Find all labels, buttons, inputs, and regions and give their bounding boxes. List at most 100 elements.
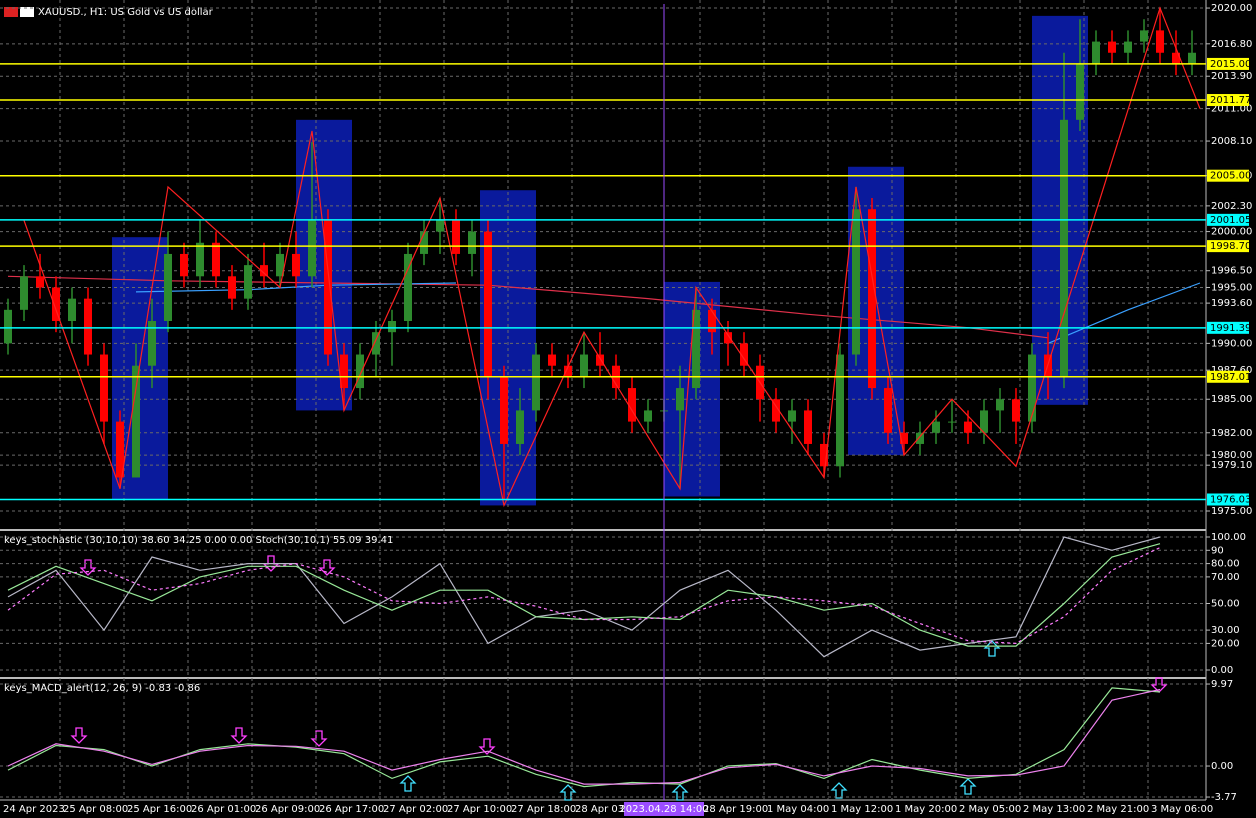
x-tick-label: 26 Apr 01:00 bbox=[191, 804, 256, 815]
candle-body bbox=[1076, 63, 1084, 120]
x-tick-label: 26 Apr 09:00 bbox=[255, 804, 320, 815]
candle-body bbox=[980, 410, 988, 433]
candle-body bbox=[292, 253, 300, 277]
candle-body bbox=[804, 410, 812, 444]
indicator-title: keys_stochastic (30,10,10) 38.60 34.25 0… bbox=[4, 535, 393, 546]
sell-arrow bbox=[478, 738, 496, 755]
y-tick-label: 2016.80 bbox=[1211, 39, 1252, 50]
candle-body bbox=[868, 209, 876, 389]
sell-arrow bbox=[1150, 677, 1168, 693]
y-tick-label: 70.00 bbox=[1211, 572, 1240, 583]
price-level-label: 2011.77 bbox=[1210, 95, 1251, 106]
candle-body bbox=[148, 321, 156, 366]
candle-body bbox=[116, 421, 124, 478]
price-level-label: 2005.00 bbox=[1210, 171, 1251, 182]
candle-body bbox=[836, 354, 844, 467]
candle-body bbox=[916, 432, 924, 444]
candle-body bbox=[372, 332, 380, 355]
candle-body bbox=[228, 276, 236, 299]
candle-body bbox=[948, 421, 956, 423]
candle-body bbox=[276, 253, 284, 277]
buy-arrow bbox=[399, 775, 417, 792]
candle-body bbox=[468, 231, 476, 254]
candle-body bbox=[1172, 52, 1180, 64]
price-level-tag bbox=[1207, 240, 1249, 253]
candle-body bbox=[436, 220, 444, 232]
x-tick-label: 2 May 21:00 bbox=[1087, 804, 1149, 815]
sell-arrow bbox=[230, 727, 248, 744]
candle-body bbox=[420, 231, 428, 254]
price-level-label: 1998.70 bbox=[1210, 241, 1251, 252]
y-tick-label: 30.00 bbox=[1211, 625, 1240, 636]
candle-body bbox=[1140, 30, 1148, 42]
candle-body bbox=[900, 432, 908, 444]
sell-arrow bbox=[79, 559, 97, 576]
y-tick-label: 1993.60 bbox=[1211, 298, 1252, 309]
candle-body bbox=[1028, 354, 1036, 422]
x-tick-label: 1 May 04:00 bbox=[767, 804, 829, 815]
moving-average bbox=[7, 275, 1049, 339]
indicator-line bbox=[7, 547, 1161, 645]
chart-title: XAUUSD., H1: US Gold vs US dollar bbox=[38, 7, 214, 18]
price-level-label: 1991.39 bbox=[1210, 323, 1251, 334]
x-tick-label: 2 May 13:00 bbox=[1023, 804, 1085, 815]
y-tick-label: 1996.50 bbox=[1211, 266, 1252, 277]
x-tick-label: 26 Apr 17:00 bbox=[319, 804, 384, 815]
x-tick-label: 25 Apr 16:00 bbox=[127, 804, 192, 815]
y-tick-label: 1982.00 bbox=[1211, 428, 1252, 439]
candle-body bbox=[708, 309, 716, 333]
candle-body bbox=[772, 399, 780, 422]
candle-body bbox=[324, 220, 332, 355]
x-tick-label: 27 Apr 10:00 bbox=[447, 804, 512, 815]
symbol-icon bbox=[4, 7, 34, 17]
y-tick-label: 100.00 bbox=[1211, 532, 1246, 543]
candle-body bbox=[164, 253, 172, 322]
candle-body bbox=[564, 365, 572, 377]
price-level-tag bbox=[1207, 321, 1249, 334]
candle-body bbox=[20, 276, 28, 310]
x-tick-label: 2 May 05:00 bbox=[959, 804, 1021, 815]
price-level-label: 2001.05 bbox=[1210, 215, 1251, 226]
indicator-line bbox=[7, 687, 1161, 788]
x-tick-label: 27 Apr 02:00 bbox=[383, 804, 448, 815]
candle-body bbox=[1108, 41, 1116, 53]
y-tick-label: 1980.00 bbox=[1211, 450, 1252, 461]
price-level-label: 1987.01 bbox=[1210, 372, 1251, 383]
price-level-tag bbox=[1207, 370, 1249, 383]
candle-body bbox=[340, 354, 348, 389]
candle-body bbox=[580, 354, 588, 377]
candle-body bbox=[356, 354, 364, 389]
icon-box bbox=[4, 7, 18, 17]
candle-body bbox=[964, 421, 972, 433]
candle-body bbox=[740, 343, 748, 366]
moving-average bbox=[1047, 282, 1201, 344]
price-level-tag bbox=[1207, 57, 1249, 70]
price-level-tag bbox=[1207, 94, 1249, 107]
y-tick-label: 0.00 bbox=[1211, 761, 1233, 772]
buy-arrow bbox=[830, 782, 848, 799]
y-tick-label: 80.00 bbox=[1211, 559, 1240, 570]
candle-body bbox=[884, 388, 892, 433]
crosshair-tag bbox=[624, 802, 704, 816]
indicator-line bbox=[7, 688, 1161, 785]
y-tick-label: 2002.30 bbox=[1211, 201, 1252, 212]
candle-body bbox=[244, 265, 252, 299]
candle-body bbox=[212, 242, 220, 277]
candle-body bbox=[100, 354, 108, 422]
sell-arrow bbox=[310, 730, 328, 747]
candle-body bbox=[388, 321, 396, 333]
y-tick-label: 2008.10 bbox=[1211, 136, 1252, 147]
candle-body bbox=[180, 253, 188, 277]
y-tick-label: -3.77 bbox=[1211, 792, 1237, 803]
zigzag-line bbox=[23, 6, 1201, 508]
candle-body bbox=[196, 242, 204, 277]
candle-body bbox=[1092, 41, 1100, 64]
moving-average bbox=[135, 282, 457, 293]
candle-body bbox=[548, 354, 556, 366]
y-tick-label: 1985.00 bbox=[1211, 394, 1252, 405]
candle-body bbox=[724, 332, 732, 344]
x-tick-label: 3 May 06:00 bbox=[1151, 804, 1213, 815]
candle-body bbox=[516, 410, 524, 444]
candle-body bbox=[484, 231, 492, 377]
